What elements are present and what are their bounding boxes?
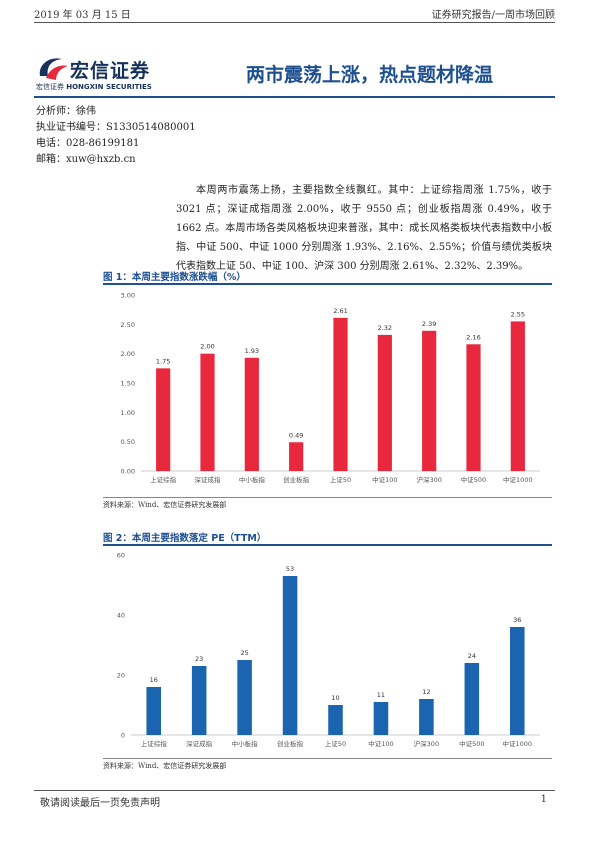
report-date: 2019 年 03 月 15 日 <box>34 10 131 21</box>
chart2-bar <box>373 702 389 735</box>
logo-emblem-icon <box>39 58 68 80</box>
analyst-name: 分析师：徐伟 <box>36 106 96 117</box>
chart1-category-label: 创业板指 <box>283 475 310 484</box>
chart2-ytick-label: 20 <box>117 672 125 680</box>
chart2-data-label: 12 <box>422 688 430 696</box>
chart2-data-label: 36 <box>513 616 521 624</box>
chart1-ytick-label: 2.50 <box>121 321 135 329</box>
chart2-category-label: 中证1000 <box>503 739 533 748</box>
figure1-bottom-rule <box>103 497 552 498</box>
chart1-category-label: 深证成指 <box>195 475 222 484</box>
chart2-bar <box>510 627 525 735</box>
chart1-bar <box>200 353 215 471</box>
chart1-category-label: 上证综指 <box>150 475 177 484</box>
chart1-category-label: 上证50 <box>330 475 351 484</box>
chart1-bar <box>333 317 348 471</box>
chart1-bar <box>289 442 304 471</box>
logo-en-name: 宏信证券 HONGXIN SECURITIES <box>36 83 152 91</box>
chart2-bar <box>191 666 207 735</box>
chart2-ytick-label: 60 <box>117 552 125 560</box>
chart1-category-label: 沪深300 <box>416 475 441 484</box>
company-logo: 宏信证券 宏信证券 HONGXIN SECURITIES <box>36 54 161 96</box>
chart2-category-label: 中证500 <box>459 739 484 748</box>
chart1-ytick-label: 0.00 <box>121 468 135 476</box>
chart1-bar <box>244 357 259 471</box>
analyst-license: 执业证书编号：S1330514080001 <box>36 122 196 133</box>
footer-disclaimer: 敬请阅读最后一页免责声明 <box>40 798 160 809</box>
report-category: 证券研究报告/一周市场回顾 <box>431 10 555 21</box>
chart2-data-label: 25 <box>240 649 248 657</box>
chart1-bar <box>156 368 171 471</box>
chart1-data-label: 1.93 <box>245 347 259 355</box>
chart1-ytick-label: 2.00 <box>121 350 135 358</box>
chart2-data-label: 16 <box>150 676 158 684</box>
chart1-data-label: 2.55 <box>511 310 525 318</box>
figure1-title: 图 1：本周主要指数涨跌幅（%） <box>103 272 246 283</box>
chart1-data-label: 2.00 <box>200 343 214 351</box>
chart1-data-label: 2.61 <box>333 307 347 315</box>
chart2-category-label: 沪深300 <box>414 739 439 748</box>
chart2-category-label: 创业板指 <box>277 739 304 748</box>
footer-divider <box>34 790 555 791</box>
chart1-data-label: 2.32 <box>378 324 392 332</box>
analyst-email: 邮箱：xuw@hxzb.cn <box>36 154 136 165</box>
figure1-top-rule <box>103 283 552 285</box>
chart1-data-label: 0.49 <box>289 431 303 439</box>
figure2-top-rule <box>103 544 552 546</box>
chart1-data-label: 1.75 <box>156 357 170 365</box>
chart1-category-label: 中证1000 <box>503 475 533 484</box>
chart1-ytick-label: 3.00 <box>121 292 135 300</box>
chart2-category-label: 上证综指 <box>141 739 168 748</box>
chart1-bar <box>377 334 392 471</box>
analyst-info: 分析师：徐伟 执业证书编号：S1330514080001 电话：028-8619… <box>36 104 196 168</box>
chart2-category-label: 中小板指 <box>232 739 259 748</box>
chart1-category-label: 中小板指 <box>239 475 265 484</box>
chart1-data-label: 2.16 <box>466 333 480 341</box>
chart2-data-label: 10 <box>331 694 339 702</box>
logo-cn-name: 宏信证券 <box>70 60 151 82</box>
chart2-bar <box>282 576 298 735</box>
chart1-ytick-label: 1.00 <box>121 409 135 417</box>
chart2-data-label: 23 <box>195 655 203 663</box>
analyst-phone: 电话：028-86199181 <box>36 138 140 149</box>
chart2-category-label: 深证成指 <box>186 739 213 748</box>
chart2-bar <box>464 663 480 735</box>
chart1-bar <box>422 330 437 471</box>
chart1-data-label: 2.39 <box>422 320 436 328</box>
summary-paragraph: 本周两市震荡上扬，主要指数全线飘红。其中：上证综指周涨 1.75%，收于 302… <box>176 185 552 272</box>
chart2-data-label: 53 <box>286 565 294 573</box>
chart2-bar <box>146 687 161 735</box>
chart1-bar <box>510 321 525 471</box>
chart2-data-label: 11 <box>377 691 385 699</box>
chart1-returns: 0.00 0.50 1.00 1.50 2.00 2.50 3.00 1.75 上证综指 2.00… <box>121 292 540 484</box>
chart2-ytick-label: 0 <box>121 732 125 740</box>
chart1-category-label: 中证100 <box>372 475 397 484</box>
page-number: 1 <box>540 794 547 805</box>
chart2-category-label: 中证100 <box>368 739 393 748</box>
chart1-ytick-label: 0.50 <box>121 438 135 446</box>
figure1-source: 资料来源：Wind、宏信证券研究发展部 <box>103 501 227 509</box>
report-title: 两市震荡上涨，热点题材降温 <box>246 64 494 86</box>
figure2-bottom-rule <box>103 758 552 759</box>
chart2-ytick-label: 40 <box>117 612 125 620</box>
figure2-title: 图 2：本周主要指数落定 PE（TTM） <box>103 533 267 544</box>
figure2-source: 资料来源：Wind、宏信证券研究发展部 <box>103 762 227 770</box>
chart2-category-label: 上证50 <box>325 739 346 748</box>
chart2-bar <box>237 660 252 735</box>
header-divider <box>34 22 555 23</box>
chart1-bar <box>466 344 481 471</box>
chart1-ytick-label: 1.50 <box>121 380 135 388</box>
chart2-bar <box>419 699 434 735</box>
chart2-bar <box>328 705 343 735</box>
title-divider <box>34 96 555 98</box>
chart2-data-label: 24 <box>468 652 476 660</box>
chart1-category-label: 中证500 <box>461 475 486 484</box>
chart2-pe: 0 20 40 60 16 上证综指 23 深证成指 25 中小板指 53 创业板指 10 上证50 11 中… <box>117 552 540 748</box>
